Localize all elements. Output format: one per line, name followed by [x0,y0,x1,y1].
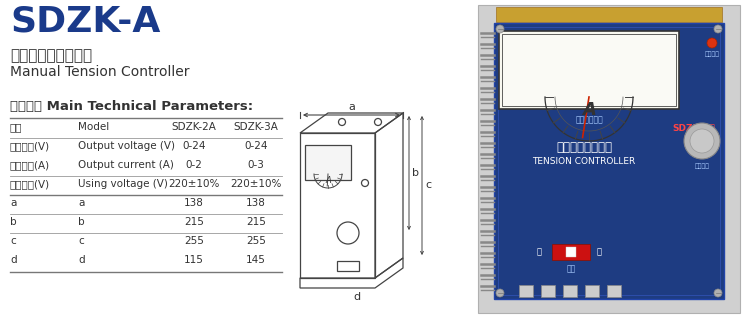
Bar [502,34,676,106]
Text: 145: 145 [246,255,266,265]
Text: 关: 关 [596,247,602,257]
Circle shape [684,123,720,159]
Text: 张力调节: 张力调节 [694,163,709,169]
Text: b: b [78,217,85,227]
Text: 恒转矩张力控制器: 恒转矩张力控制器 [556,141,612,154]
Circle shape [714,289,722,297]
Text: Using voltage (V): Using voltage (V) [78,179,168,189]
Circle shape [707,38,717,48]
Text: 220±10%: 220±10% [168,179,220,189]
Circle shape [496,289,504,297]
Text: a: a [78,198,84,208]
Text: 技术参数 Main Technical Parameters:: 技术参数 Main Technical Parameters: [10,100,253,113]
Bar [541,285,555,297]
Text: Output current (A): Output current (A) [78,160,174,170]
Text: d: d [10,255,16,265]
Text: 0-2: 0-2 [185,160,202,170]
Bar [563,285,577,297]
Text: c: c [425,180,431,190]
Text: d: d [78,255,85,265]
Bar [478,5,740,313]
Bar [494,23,724,299]
Text: 0-24: 0-24 [182,141,206,151]
Text: 138: 138 [184,198,204,208]
Bar [337,261,359,271]
Text: SDZK-A: SDZK-A [10,5,160,39]
Text: 电源指示: 电源指示 [704,51,719,57]
Text: SDZK-A型: SDZK-A型 [673,123,716,132]
Text: a: a [10,198,16,208]
Text: SDZK-3A: SDZK-3A [233,122,278,132]
Text: SDZK-2A: SDZK-2A [172,122,217,132]
Text: 使用电压(V): 使用电压(V) [10,179,50,189]
Bar [305,145,351,180]
Text: 215: 215 [184,217,204,227]
Bar [585,285,599,297]
Text: Output voltage (V): Output voltage (V) [78,141,175,151]
Text: 张力电流指示: 张力电流指示 [575,115,603,124]
Text: 0-3: 0-3 [248,160,265,170]
Bar [566,247,576,257]
Text: d: d [353,292,360,302]
Text: 型号: 型号 [10,122,22,132]
Text: Manual Tension Controller: Manual Tension Controller [10,65,190,79]
Text: 255: 255 [184,236,204,246]
Text: 255: 255 [246,236,266,246]
Text: a: a [348,102,355,112]
Text: 115: 115 [184,255,204,265]
Bar [496,7,722,22]
Text: 手动指针张力控制器: 手动指针张力控制器 [10,48,92,63]
Circle shape [496,25,504,33]
Text: c: c [78,236,84,246]
Bar [607,285,621,297]
Bar [499,31,679,109]
Text: A: A [582,101,596,119]
Circle shape [690,129,714,153]
Text: 138: 138 [246,198,266,208]
Text: 输出电流(A): 输出电流(A) [10,160,50,170]
Text: b: b [10,217,16,227]
Text: 开: 开 [536,247,542,257]
Text: 0-24: 0-24 [244,141,268,151]
Text: 电源: 电源 [566,264,576,273]
Text: Model: Model [78,122,110,132]
Text: 220±10%: 220±10% [230,179,282,189]
Text: 输出电压(V): 输出电压(V) [10,141,50,151]
Bar [552,244,590,260]
Text: b: b [412,168,419,178]
Text: TENSION CONTROLLER: TENSION CONTROLLER [532,157,635,166]
Bar [498,27,720,295]
Text: 215: 215 [246,217,266,227]
Text: A: A [326,176,331,185]
Bar [519,285,533,297]
Circle shape [714,25,722,33]
Text: c: c [10,236,16,246]
